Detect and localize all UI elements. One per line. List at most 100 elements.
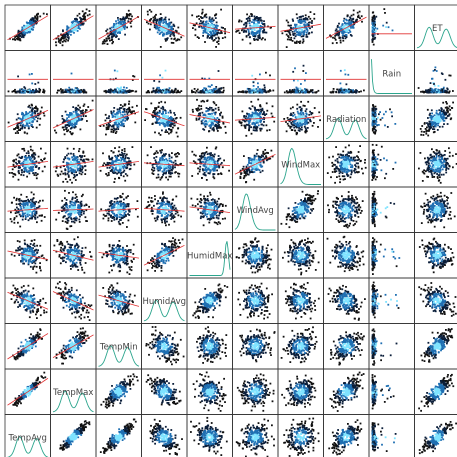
point bbox=[305, 112, 308, 115]
point bbox=[251, 111, 254, 114]
point bbox=[66, 172, 69, 175]
point bbox=[199, 90, 202, 92]
point bbox=[62, 172, 65, 175]
point bbox=[197, 15, 200, 17]
point bbox=[431, 112, 433, 115]
point bbox=[304, 91, 307, 94]
point bbox=[173, 38, 176, 41]
point bbox=[263, 84, 266, 87]
point bbox=[103, 39, 106, 41]
point bbox=[432, 131, 435, 134]
point bbox=[224, 131, 227, 134]
point bbox=[80, 112, 83, 114]
point bbox=[103, 90, 106, 93]
point bbox=[78, 161, 81, 163]
point bbox=[372, 114, 375, 117]
point bbox=[434, 125, 437, 128]
point bbox=[245, 30, 247, 33]
point bbox=[237, 29, 240, 32]
point bbox=[352, 20, 354, 23]
point bbox=[305, 130, 308, 133]
point bbox=[174, 114, 176, 116]
point bbox=[352, 9, 355, 12]
point bbox=[253, 39, 256, 41]
point bbox=[212, 88, 215, 91]
point bbox=[25, 169, 28, 171]
point bbox=[75, 166, 77, 169]
point bbox=[287, 35, 289, 37]
point bbox=[113, 170, 115, 172]
point bbox=[163, 27, 166, 30]
point bbox=[202, 114, 205, 117]
point bbox=[262, 31, 264, 34]
point bbox=[168, 32, 171, 35]
point bbox=[172, 42, 175, 44]
point bbox=[84, 12, 87, 14]
point bbox=[298, 114, 301, 117]
point bbox=[259, 108, 262, 111]
point bbox=[159, 13, 162, 15]
point bbox=[118, 159, 120, 161]
point bbox=[291, 129, 294, 131]
point bbox=[202, 23, 205, 26]
point bbox=[300, 113, 303, 116]
point bbox=[20, 119, 23, 121]
point bbox=[75, 17, 77, 20]
point bbox=[252, 81, 255, 84]
point bbox=[303, 89, 305, 92]
point bbox=[164, 38, 167, 40]
point bbox=[371, 124, 374, 127]
point bbox=[299, 22, 302, 25]
point bbox=[247, 124, 250, 126]
point bbox=[107, 122, 110, 125]
point bbox=[256, 120, 259, 123]
point bbox=[285, 130, 288, 133]
point bbox=[248, 118, 251, 121]
point bbox=[67, 169, 70, 171]
point bbox=[119, 90, 122, 93]
point bbox=[125, 116, 128, 118]
point bbox=[23, 116, 26, 119]
point bbox=[24, 115, 26, 118]
point bbox=[117, 112, 119, 115]
point bbox=[435, 116, 438, 119]
point bbox=[123, 104, 126, 107]
point bbox=[288, 120, 291, 123]
point bbox=[75, 29, 78, 32]
point bbox=[123, 164, 126, 167]
point bbox=[32, 28, 34, 31]
point bbox=[25, 111, 27, 113]
point bbox=[154, 131, 156, 134]
point bbox=[74, 160, 77, 163]
point bbox=[76, 174, 78, 176]
point bbox=[235, 30, 238, 33]
point bbox=[129, 160, 132, 163]
point bbox=[293, 113, 296, 116]
point bbox=[238, 120, 241, 123]
point bbox=[157, 27, 159, 30]
point bbox=[201, 91, 203, 94]
point bbox=[156, 113, 159, 116]
point bbox=[71, 89, 73, 92]
point bbox=[212, 116, 214, 119]
point bbox=[18, 172, 20, 175]
point bbox=[269, 74, 271, 77]
point bbox=[192, 24, 195, 27]
point bbox=[204, 125, 207, 128]
point bbox=[420, 133, 423, 136]
point bbox=[289, 118, 292, 120]
point bbox=[110, 89, 113, 91]
point bbox=[116, 159, 119, 162]
point bbox=[72, 126, 75, 128]
panel-Radiation-vs-WindMax bbox=[277, 95, 324, 142]
point bbox=[169, 169, 171, 172]
point bbox=[263, 90, 265, 93]
point bbox=[32, 89, 34, 91]
point bbox=[146, 21, 148, 24]
point bbox=[37, 81, 40, 84]
point bbox=[170, 121, 173, 123]
point bbox=[62, 91, 65, 94]
point bbox=[105, 30, 108, 32]
point bbox=[123, 116, 126, 119]
point bbox=[126, 16, 128, 19]
